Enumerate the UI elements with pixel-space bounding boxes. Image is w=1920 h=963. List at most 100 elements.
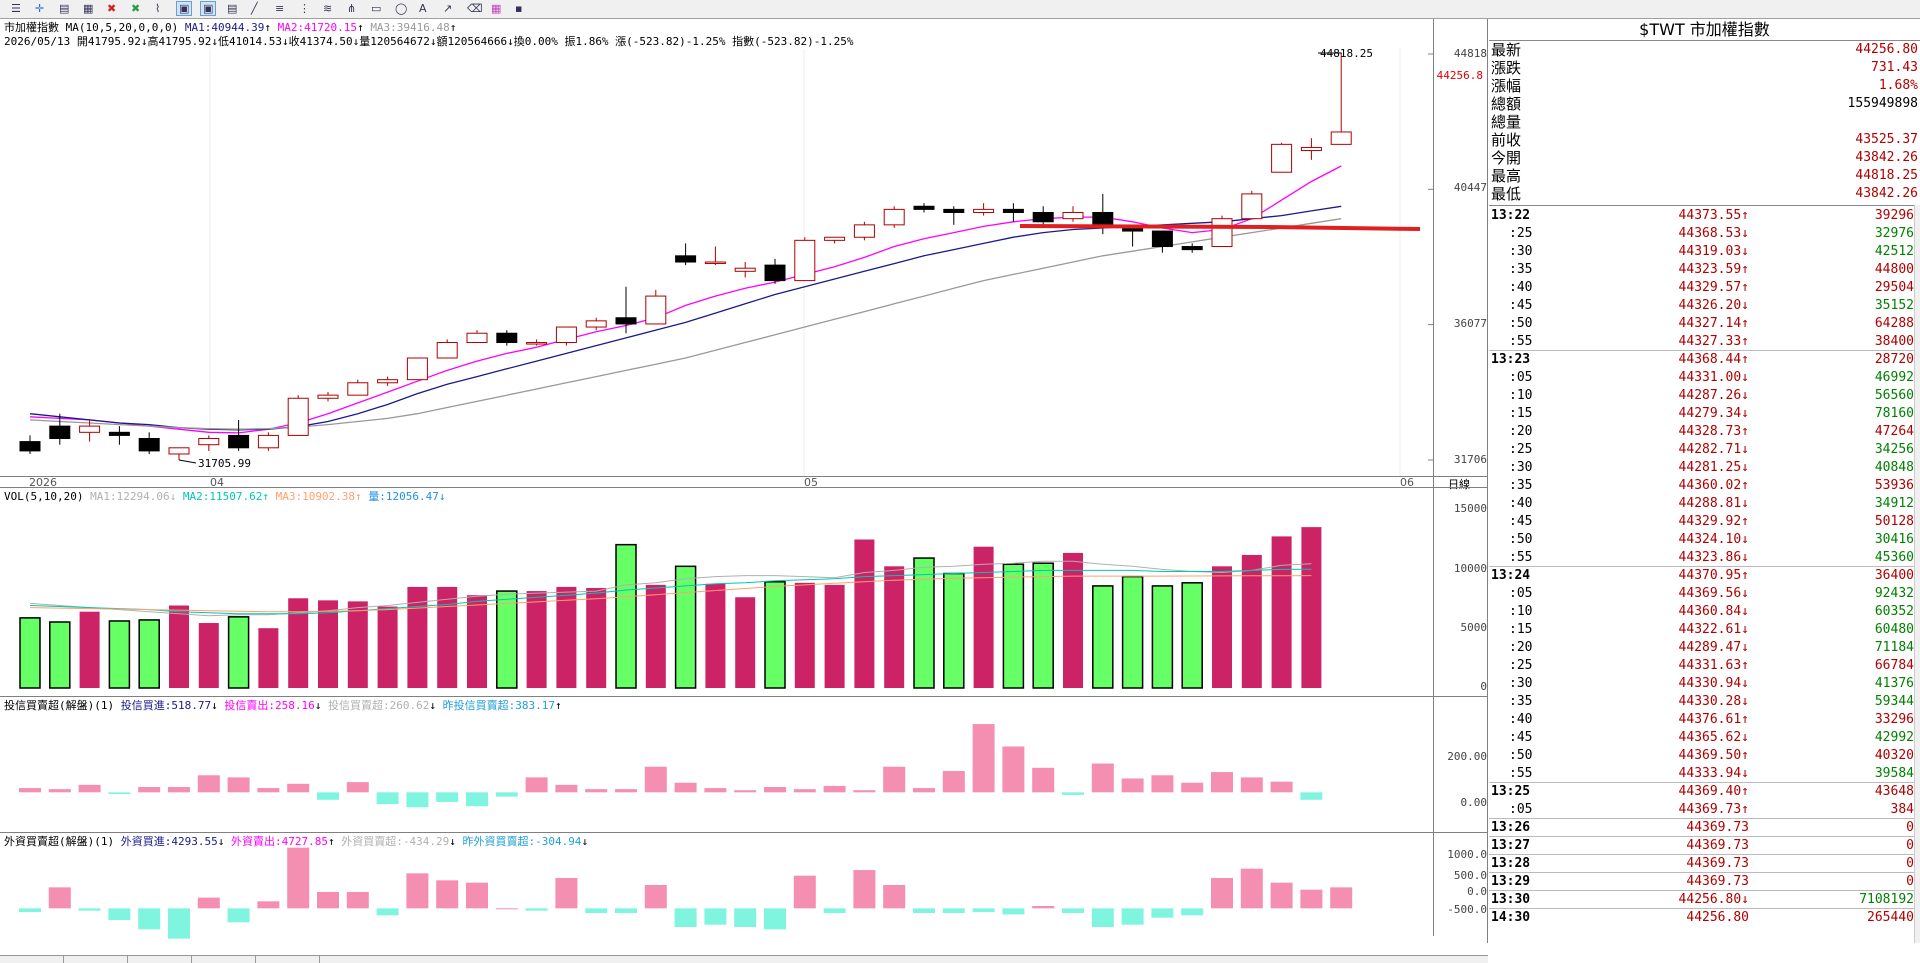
vol-bar — [49, 621, 71, 689]
line-chart-icon: ⌇ — [155, 2, 161, 15]
toolbar-line-chart-button[interactable]: ⌇ — [152, 1, 168, 16]
volume-chart[interactable] — [0, 488, 1433, 704]
tick-volume: 71184 — [1874, 640, 1914, 655]
foreign-bar — [436, 880, 459, 909]
period-label[interactable]: 日線 — [1448, 478, 1470, 491]
tick-price: 44282.71↓ — [1678, 442, 1749, 457]
toolbar-ellipse-button[interactable]: ◯ — [392, 1, 408, 16]
tick-row[interactable]: :20 44289.47↓ 71184 — [1489, 639, 1914, 657]
toolbar-cross-green-button[interactable]: ✖ — [128, 1, 144, 16]
toolbar-save-button[interactable]: ▪ — [512, 1, 528, 16]
tick-row[interactable]: :40 44376.61↑ 33296 — [1489, 711, 1914, 729]
foreign-chart[interactable] — [0, 833, 1433, 943]
toolbar-active-2-button[interactable]: ▣ — [200, 1, 216, 16]
foreign-bar — [48, 887, 71, 909]
candle — [466, 330, 488, 344]
toolbar-table-button[interactable]: ▤ — [56, 1, 72, 16]
toolbar-pitchfork-button[interactable]: ⋔ — [344, 1, 360, 16]
tick-price: 44330.94↓ — [1678, 676, 1749, 691]
toolbar-grid-button[interactable]: ▦ — [80, 1, 96, 16]
tick-row[interactable]: :55 44323.86↓ 45360 — [1489, 549, 1914, 567]
bottom-tab[interactable] — [128, 956, 192, 963]
foreign-bar — [1151, 908, 1174, 918]
tick-row[interactable]: :15 44279.34↓ 78160 — [1489, 405, 1914, 423]
tick-row[interactable]: :55 44333.94↓ 39584 — [1489, 765, 1914, 783]
vol-bar — [227, 616, 250, 689]
tick-row[interactable]: :35 44330.28↓ 59344 — [1489, 693, 1914, 711]
tick-row[interactable]: :25 44331.63↑ 66784 — [1489, 657, 1914, 675]
foreign-bar — [764, 908, 786, 930]
tick-row[interactable]: 13:28 44369.73 0 — [1489, 855, 1914, 873]
chart-area[interactable]: 市加權指數 MA(10,5,20,0,0,0) MA1:40944.39↑ MA… — [0, 19, 1488, 963]
tick-row[interactable]: :10 44287.26↓ 56560 — [1489, 387, 1914, 405]
tick-row[interactable]: 13:22 44373.55↑ 39296 — [1489, 207, 1914, 225]
toolbar-tools-button[interactable]: ▤ — [224, 1, 240, 16]
tick-row[interactable]: 13:26 44369.73 0 — [1489, 819, 1914, 837]
tick-time: :15 — [1509, 406, 1533, 421]
tick-row[interactable]: :15 44322.61↓ 60480 — [1489, 621, 1914, 639]
tick-row[interactable]: :30 44319.03↓ 42512 — [1489, 243, 1914, 261]
tick-row[interactable]: :25 44282.71↓ 34256 — [1489, 441, 1914, 459]
foreign-bar — [376, 908, 399, 916]
toolbar-rect-button[interactable]: ▭ — [368, 1, 384, 16]
bottom-tab[interactable] — [0, 956, 64, 963]
foreign-bar — [615, 908, 637, 913]
tick-row[interactable]: :05 44369.56↓ 92432 — [1489, 585, 1914, 603]
tick-row[interactable]: 13:30 44256.80↓ 7108192 — [1489, 891, 1914, 909]
tick-row[interactable]: :10 44360.84↓ 60352 — [1489, 603, 1914, 621]
tick-row[interactable]: :45 44365.62↓ 42992 — [1489, 729, 1914, 747]
tick-row[interactable]: :25 44368.53↓ 32976 — [1489, 225, 1914, 243]
trust-chart[interactable] — [0, 697, 1433, 810]
bottom-tab[interactable] — [64, 956, 128, 963]
bottom-tab[interactable] — [256, 956, 320, 963]
toolbar-draw-line-button[interactable]: ╱ — [248, 1, 264, 16]
tick-price: 44324.10↓ — [1678, 532, 1749, 547]
toolbar-eraser-button[interactable]: ⌫ — [464, 1, 483, 16]
tick-row[interactable]: :30 44281.25↓ 40848 — [1489, 459, 1914, 477]
quote-value: 44256.80 — [1855, 42, 1918, 57]
tick-row[interactable]: :55 44327.33↑ 38400 — [1489, 333, 1914, 351]
toolbar-fib-button[interactable]: ≡ — [272, 1, 288, 16]
tick-row[interactable]: :45 44329.92↑ 50128 — [1489, 513, 1914, 531]
tick-row[interactable]: :20 44328.73↑ 47264 — [1489, 423, 1914, 441]
tick-row[interactable]: 13:25 44369.40↑ 43648 — [1489, 783, 1914, 801]
bottom-tab[interactable] — [192, 956, 256, 963]
tick-scrollbar[interactable] — [1914, 205, 1920, 943]
toolbar-text-button[interactable]: A — [416, 1, 432, 16]
tick-row[interactable]: :50 44327.14↑ 64288 — [1489, 315, 1914, 333]
tick-row[interactable]: 13:27 44369.73 0 — [1489, 837, 1914, 855]
toolbar-menu-button[interactable]: ☰ — [8, 1, 24, 16]
tick-price: 44329.92↑ — [1678, 514, 1749, 529]
toolbar-cross-red-button[interactable]: ✖ — [104, 1, 120, 16]
main-ma1: MA1:40944.39 — [184, 21, 265, 34]
tick-row[interactable]: :45 44326.20↓ 35152 — [1489, 297, 1914, 315]
quote-row: 今開 43842.26 — [1489, 149, 1920, 167]
tick-row[interactable]: :05 44331.00↓ 46992 — [1489, 369, 1914, 387]
vol-bar — [467, 595, 487, 688]
toolbar-fan-button[interactable]: ≋ — [320, 1, 336, 16]
tick-row[interactable]: :40 44329.57↑ 29504 — [1489, 279, 1914, 297]
tick-row[interactable]: 13:23 44368.44↑ 28720 — [1489, 351, 1914, 369]
foreign-bar — [108, 908, 131, 920]
tick-row[interactable]: 13:24 44370.95↑ 36400 — [1489, 567, 1914, 585]
candle — [1271, 142, 1293, 173]
toolbar-crosshair-button[interactable]: ✛ — [32, 1, 48, 16]
tick-row[interactable]: :50 44324.10↓ 30416 — [1489, 531, 1914, 549]
toolbar-active-1-button[interactable]: ▣ — [176, 1, 192, 16]
tick-price: 44360.02↑ — [1678, 478, 1749, 493]
toolbar-bars-button[interactable]: ⋮ — [296, 1, 312, 16]
tick-row[interactable]: 14:30 44256.80 265440 — [1489, 909, 1914, 927]
tick-row[interactable]: :40 44288.81↓ 34912 — [1489, 495, 1914, 513]
tick-row[interactable]: :05 44369.73↑ 384 — [1489, 801, 1914, 819]
tick-row[interactable]: :30 44330.94↓ 41376 — [1489, 675, 1914, 693]
tick-time: :50 — [1509, 532, 1533, 547]
candlestick-chart[interactable]: 44818.25 31705.99 — [0, 19, 1433, 487]
toolbar-arrow-button[interactable]: ↗ — [440, 1, 456, 16]
tick-row[interactable]: 13:29 44369.73 0 — [1489, 873, 1914, 891]
tick-price: 44369.73 — [1686, 820, 1749, 835]
toolbar-palette-button[interactable]: ▦ — [488, 1, 504, 16]
tick-volume: 35152 — [1874, 298, 1914, 313]
tick-row[interactable]: :35 44323.59↑ 44800 — [1489, 261, 1914, 279]
tick-row[interactable]: :50 44369.50↑ 40320 — [1489, 747, 1914, 765]
tick-row[interactable]: :35 44360.02↑ 53936 — [1489, 477, 1914, 495]
